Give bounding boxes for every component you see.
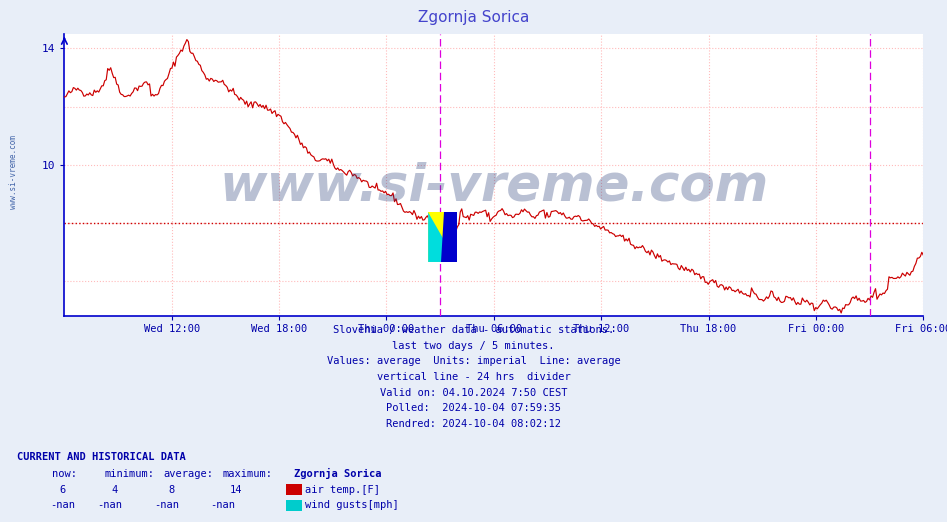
Text: -nan: -nan bbox=[50, 501, 75, 511]
Text: 8: 8 bbox=[169, 485, 175, 495]
Text: -nan: -nan bbox=[154, 501, 179, 511]
Polygon shape bbox=[428, 212, 456, 262]
Text: Valid on: 04.10.2024 7:50 CEST: Valid on: 04.10.2024 7:50 CEST bbox=[380, 388, 567, 398]
Text: Zgornja Sorica: Zgornja Sorica bbox=[418, 10, 529, 25]
Text: 14: 14 bbox=[230, 485, 242, 495]
Polygon shape bbox=[441, 212, 456, 262]
Text: -nan: -nan bbox=[210, 501, 235, 511]
Text: 4: 4 bbox=[112, 485, 118, 495]
Text: air temp.[F]: air temp.[F] bbox=[305, 485, 380, 495]
Text: last two days / 5 minutes.: last two days / 5 minutes. bbox=[392, 341, 555, 351]
Text: average:: average: bbox=[163, 469, 213, 479]
Text: Polled:  2024-10-04 07:59:35: Polled: 2024-10-04 07:59:35 bbox=[386, 404, 561, 413]
Text: CURRENT AND HISTORICAL DATA: CURRENT AND HISTORICAL DATA bbox=[17, 453, 186, 462]
Text: now:: now: bbox=[52, 469, 77, 479]
Text: maximum:: maximum: bbox=[223, 469, 273, 479]
Text: Slovenia / weather data - automatic stations.: Slovenia / weather data - automatic stat… bbox=[333, 325, 614, 335]
Text: www.si-vreme.com: www.si-vreme.com bbox=[9, 135, 19, 209]
Text: Values: average  Units: imperial  Line: average: Values: average Units: imperial Line: av… bbox=[327, 357, 620, 366]
Text: minimum:: minimum: bbox=[104, 469, 154, 479]
Text: -nan: -nan bbox=[98, 501, 122, 511]
Text: wind gusts[mph]: wind gusts[mph] bbox=[305, 501, 399, 511]
Text: 6: 6 bbox=[60, 485, 66, 495]
Text: Zgornja Sorica: Zgornja Sorica bbox=[294, 468, 381, 479]
Text: Rendred: 2024-10-04 08:02:12: Rendred: 2024-10-04 08:02:12 bbox=[386, 419, 561, 429]
Text: www.si-vreme.com: www.si-vreme.com bbox=[220, 161, 768, 211]
Text: vertical line - 24 hrs  divider: vertical line - 24 hrs divider bbox=[377, 372, 570, 382]
